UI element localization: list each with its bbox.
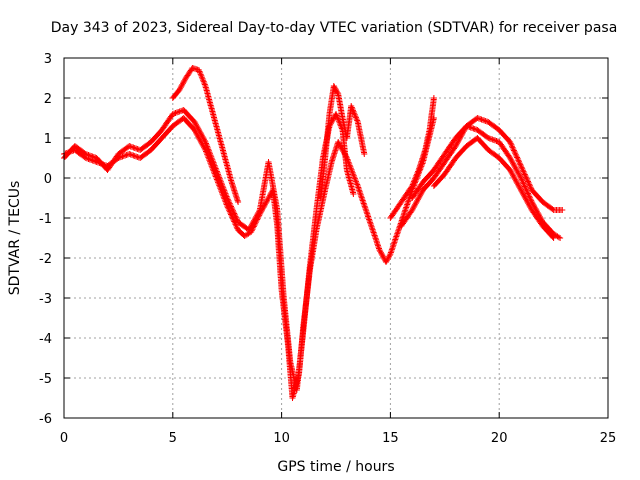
series-markers [317, 83, 368, 201]
x-tick-label: 25 [600, 431, 617, 446]
tick-layer: 0 5 10 15 20 25 -6 -5 -4 -3 -2 -1 0 1 2 3 [39, 52, 616, 446]
y-tick-label: 3 [44, 52, 52, 67]
x-tick-label: 15 [382, 431, 399, 446]
y-tick-label: 1 [44, 132, 52, 147]
x-tick-label: 20 [491, 431, 508, 446]
series-sat-c [169, 65, 242, 205]
series-sat-e [387, 95, 437, 221]
y-tick-label: -5 [39, 372, 52, 387]
chart-title: Day 343 of 2023, Sidereal Day-to-day VTE… [51, 20, 618, 36]
y-tick-label: -2 [39, 252, 52, 267]
y-tick-label: -3 [39, 292, 52, 307]
y-tick-label: -1 [39, 212, 52, 227]
x-tick-label: 10 [273, 431, 290, 446]
x-tick-label: 0 [60, 431, 68, 446]
series-markers [169, 65, 242, 205]
y-axis-label: SDTVAR / TECUs [7, 181, 23, 296]
y-tick-label: 0 [44, 172, 52, 187]
y-tick-label: -4 [39, 332, 52, 347]
series-markers [430, 135, 557, 241]
x-axis-label: GPS time / hours [277, 459, 394, 475]
plot-frame [63, 57, 609, 419]
y-tick-label: -6 [39, 412, 52, 427]
x-tick-label: 5 [169, 431, 177, 446]
grid-layer [64, 58, 608, 418]
series-markers [387, 95, 437, 221]
series-sat-d [317, 83, 368, 201]
series-sat-h [430, 135, 557, 241]
y-tick-label: 2 [44, 92, 52, 107]
